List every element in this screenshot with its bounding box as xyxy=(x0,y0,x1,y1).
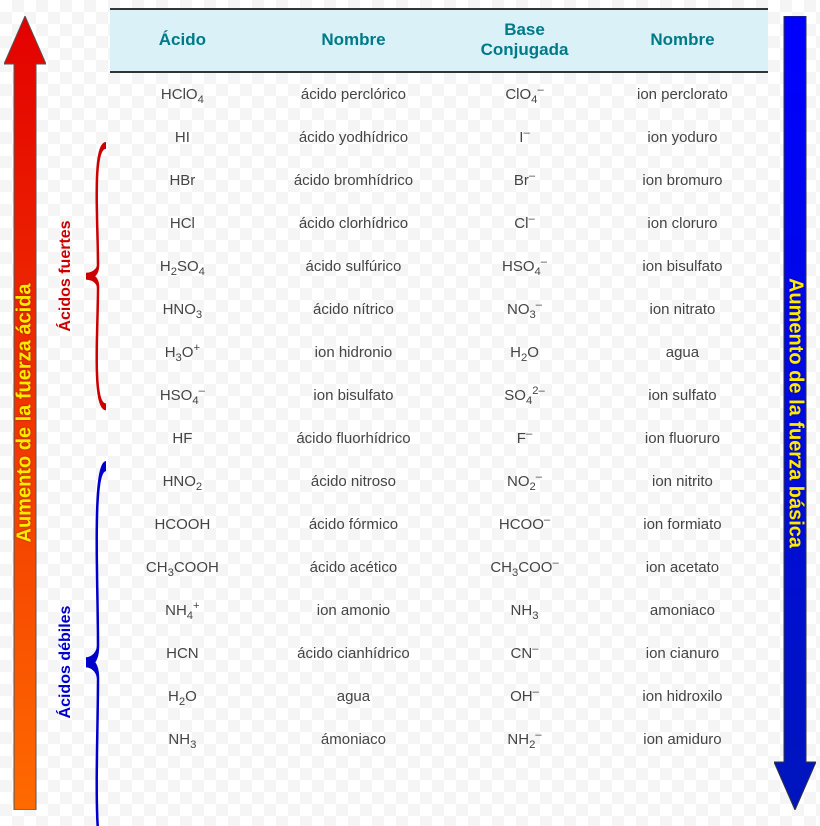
acid-formula: H2SO4 xyxy=(110,245,255,288)
base-name: ion nitrato xyxy=(597,288,768,331)
table-row: HFácido fluorhídricoF–ion fluoruro xyxy=(110,417,768,460)
acid-formula: NH3 xyxy=(110,718,255,761)
base-name: ion hidroxilo xyxy=(597,675,768,718)
base-formula: NO2– xyxy=(452,460,597,503)
col-header: Nombre xyxy=(255,9,452,72)
table-row: HCNácido cianhídricoCN–ion cianuro xyxy=(110,632,768,675)
base-name: ion fluoruro xyxy=(597,417,768,460)
acid-formula: H3O+ xyxy=(110,331,255,374)
acid-name: ion bisulfato xyxy=(255,374,452,417)
acid-name: agua xyxy=(255,675,452,718)
table-row: HSO4–ion bisulfatoSO42–ion sulfato xyxy=(110,374,768,417)
base-formula: NO3– xyxy=(452,288,597,331)
base-formula: I– xyxy=(452,116,597,159)
acid-formula: HBr xyxy=(110,159,255,202)
table-row: NH4+ion amonioNH3amoniaco xyxy=(110,589,768,632)
acid-formula: H2O xyxy=(110,675,255,718)
base-formula: Br– xyxy=(452,159,597,202)
acid-formula: HCl xyxy=(110,202,255,245)
strong-acids-bracket: Ácidos fuertes xyxy=(50,140,106,412)
table-header-row: ÁcidoNombreBaseConjugadaNombre xyxy=(110,9,768,72)
base-name: ion bromuro xyxy=(597,159,768,202)
acid-base-table-wrap: ÁcidoNombreBaseConjugadaNombre HClO4ácid… xyxy=(110,8,768,816)
weak-acids-bracket: Ácidos débiles xyxy=(50,458,106,826)
table-row: H2OaguaOH–ion hidroxilo xyxy=(110,675,768,718)
base-formula: CH3COO– xyxy=(452,546,597,589)
strong-acids-label: Ácidos fuertes xyxy=(57,221,75,332)
acid-name: ion amonio xyxy=(255,589,452,632)
base-formula: HSO4– xyxy=(452,245,597,288)
acid-name: ácido nitroso xyxy=(255,460,452,503)
base-formula: OH– xyxy=(452,675,597,718)
acid-formula: CH3COOH xyxy=(110,546,255,589)
base-formula: HCOO– xyxy=(452,503,597,546)
acid-formula: NH4+ xyxy=(110,589,255,632)
acid-name: ácido perclórico xyxy=(255,72,452,116)
acid-strength-label: Aumento de la fuerza ácida xyxy=(14,284,37,543)
base-name: ion acetato xyxy=(597,546,768,589)
base-name: ion cianuro xyxy=(597,632,768,675)
base-name: ion formiato xyxy=(597,503,768,546)
acid-name: ácido acético xyxy=(255,546,452,589)
acid-name: ácido clorhídrico xyxy=(255,202,452,245)
base-name: ion bisulfato xyxy=(597,245,768,288)
table-row: HNO3ácido nítricoNO3–ion nitrato xyxy=(110,288,768,331)
base-strength-arrow: Aumento de la fuerza básica xyxy=(774,16,816,810)
acid-name: ácido sulfúrico xyxy=(255,245,452,288)
base-formula: H2O xyxy=(452,331,597,374)
acid-formula: HCN xyxy=(110,632,255,675)
base-name: ion sulfato xyxy=(597,374,768,417)
acid-formula: HF xyxy=(110,417,255,460)
base-formula: NH2– xyxy=(452,718,597,761)
base-name: ion cloruro xyxy=(597,202,768,245)
base-formula: Cl– xyxy=(452,202,597,245)
table-row: HBrácido bromhídricoBr–ion bromuro xyxy=(110,159,768,202)
col-header: BaseConjugada xyxy=(452,9,597,72)
acid-name: ácido fórmico xyxy=(255,503,452,546)
table-row: HClO4ácido perclóricoClO4–ion perclorato xyxy=(110,72,768,116)
acid-name: ácido cianhídrico xyxy=(255,632,452,675)
base-name: agua xyxy=(597,331,768,374)
acid-base-table: ÁcidoNombreBaseConjugadaNombre HClO4ácid… xyxy=(110,8,768,761)
acid-formula: HNO3 xyxy=(110,288,255,331)
acid-name: ámoniaco xyxy=(255,718,452,761)
base-formula: SO42– xyxy=(452,374,597,417)
base-name: ion yoduro xyxy=(597,116,768,159)
table-row: NH3ámoniacoNH2–ion amiduro xyxy=(110,718,768,761)
col-header: Nombre xyxy=(597,9,768,72)
base-formula: CN– xyxy=(452,632,597,675)
acid-name: ion hidronio xyxy=(255,331,452,374)
col-header: Ácido xyxy=(110,9,255,72)
table-row: HNO2ácido nitrosoNO2–ion nitrito xyxy=(110,460,768,503)
acid-formula: HSO4– xyxy=(110,374,255,417)
weak-acids-label: Ácidos débiles xyxy=(57,606,75,719)
table-row: HCOOHácido fórmicoHCOO–ion formiato xyxy=(110,503,768,546)
table-row: HClácido clorhídricoCl–ion cloruro xyxy=(110,202,768,245)
base-name: ion nitrito xyxy=(597,460,768,503)
acid-name: ácido bromhídrico xyxy=(255,159,452,202)
acid-formula: HClO4 xyxy=(110,72,255,116)
table-row: CH3COOHácido acéticoCH3COO–ion acetato xyxy=(110,546,768,589)
acid-formula: HNO2 xyxy=(110,460,255,503)
acid-formula: HI xyxy=(110,116,255,159)
acid-name: ácido yodhídrico xyxy=(255,116,452,159)
table-row: HIácido yodhídricoI–ion yoduro xyxy=(110,116,768,159)
base-formula: F– xyxy=(452,417,597,460)
table-body: HClO4ácido perclóricoClO4–ion perclorato… xyxy=(110,72,768,761)
acid-name: ácido fluorhídrico xyxy=(255,417,452,460)
base-strength-label: Aumento de la fuerza básica xyxy=(784,278,807,548)
acid-formula: HCOOH xyxy=(110,503,255,546)
base-formula: ClO4– xyxy=(452,72,597,116)
table-row: H2SO4ácido sulfúricoHSO4–ion bisulfato xyxy=(110,245,768,288)
acid-name: ácido nítrico xyxy=(255,288,452,331)
table-row: H3O+ion hidronioH2Oagua xyxy=(110,331,768,374)
base-formula: NH3 xyxy=(452,589,597,632)
base-name: ion perclorato xyxy=(597,72,768,116)
acid-strength-arrow: Aumento de la fuerza ácida xyxy=(4,16,46,810)
base-name: ion amiduro xyxy=(597,718,768,761)
base-name: amoniaco xyxy=(597,589,768,632)
